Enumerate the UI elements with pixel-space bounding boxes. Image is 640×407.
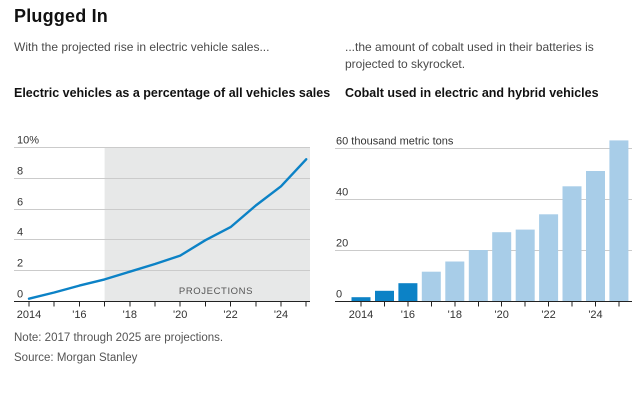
x-tick-label: 2014	[349, 309, 373, 321]
x-tick-label: 2014	[17, 309, 41, 321]
x-tick-label: '18	[448, 309, 462, 321]
projections-shaded-region	[104, 148, 310, 301]
x-tick-label: '24	[274, 309, 288, 321]
y-tick-label: 6	[17, 197, 23, 209]
ev-share-line-series	[27, 158, 308, 300]
y-tick-label: 8	[17, 166, 23, 178]
x-tick-label: '16	[401, 309, 415, 321]
bar-2020	[492, 232, 512, 301]
x-tick-label: '22	[541, 309, 555, 321]
bar-2015	[375, 290, 394, 301]
bar-2014	[351, 297, 371, 301]
x-tick-label: '20	[173, 309, 187, 321]
bar-2021	[515, 229, 535, 301]
x-tick-label: '16	[72, 309, 86, 321]
projections-label: PROJECTIONS	[179, 286, 253, 297]
bar-2017	[421, 271, 441, 301]
bar-2018	[445, 261, 465, 301]
left-chart-title: Electric vehicles as a percentage of all…	[14, 86, 331, 100]
chart-note: Note: 2017 through 2025 are projections.	[14, 332, 224, 344]
cobalt-bar-chart: 0 20 40 60 thousand metric tons 2014 '16 '18 '2…	[335, 136, 632, 321]
bar-2023	[562, 186, 582, 301]
y-tick-label: 4	[17, 227, 23, 239]
x-tick-label: '24	[588, 309, 602, 321]
x-tick-label: '18	[123, 309, 137, 321]
page-title: Plugged In	[14, 6, 108, 26]
y-tick-label: 0	[17, 289, 23, 301]
x-tick-label: '20	[495, 309, 509, 321]
bar-2025	[609, 140, 629, 301]
y-tick-label: 10%	[17, 135, 39, 147]
deck-right: ...the amount of cobalt used in their ba…	[345, 40, 594, 71]
bar-2016	[398, 283, 418, 301]
right-chart-title: Cobalt used in electric and hybrid vehic…	[345, 86, 599, 100]
y-tick-label: 2	[17, 258, 23, 270]
x-tick-label: '22	[223, 309, 237, 321]
y-tick-label: 40	[336, 187, 348, 199]
ev-share-line-chart: 0 2 4 6 8 10% PROJECTIONS 2014 '16 '18 '20 '22 '24	[14, 135, 310, 321]
y-tick-label: 60 thousand metric tons	[336, 136, 454, 148]
bar-2022	[539, 214, 559, 301]
y-tick-label: 20	[336, 238, 348, 250]
y-tick-label: 0	[336, 289, 342, 301]
bar-2019	[468, 250, 488, 301]
bar-2024	[586, 171, 605, 301]
chart-source: Source: Morgan Stanley	[14, 352, 138, 364]
deck-left: With the projected rise in electric vehi…	[14, 40, 270, 54]
